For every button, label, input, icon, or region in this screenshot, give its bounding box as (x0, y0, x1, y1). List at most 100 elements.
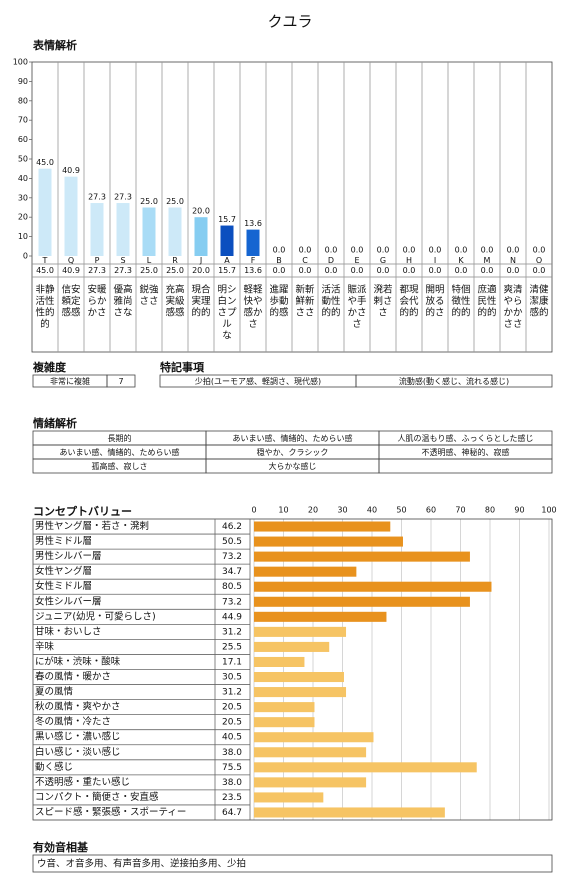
table-value: 0.0 (325, 266, 338, 275)
category-label: 夏の風情 (35, 686, 74, 698)
category-label: ささ (295, 308, 314, 319)
category-label: 性的 (35, 307, 54, 319)
table-value: 25.0 (166, 266, 184, 275)
table-value: 27.3 (114, 266, 132, 275)
category-label: 感感 (165, 307, 185, 319)
category-code: N (510, 256, 516, 265)
bar (38, 168, 52, 256)
table-value: 0.0 (533, 266, 546, 275)
category-label: さな (113, 308, 132, 319)
bar (254, 551, 470, 562)
category-label: 的感 (269, 307, 289, 319)
section-title: コンセプトバリュー (33, 504, 132, 518)
category-label: 徴性 (451, 295, 471, 307)
note-item: 少拍(ユーモア感、軽調さ、現代感) (195, 376, 321, 386)
bar-value-label: 0.0 (429, 246, 442, 255)
bar (254, 596, 470, 607)
value-label: 50.5 (222, 537, 242, 547)
table-cell (355, 374, 553, 388)
table-value: 45.0 (36, 266, 54, 275)
bar (220, 225, 234, 256)
bar-value-label: 0.0 (273, 246, 286, 255)
category-label: 爽清 (503, 284, 523, 296)
bar-value-label: 0.0 (351, 246, 364, 255)
section-title: 有効音相基 (33, 840, 89, 854)
bar (254, 792, 324, 803)
y-tick-label: 10 (18, 232, 28, 241)
table-value: 13.6 (244, 266, 262, 275)
category-label: 清健 (529, 284, 549, 296)
bar (254, 732, 374, 743)
bar (254, 611, 387, 622)
table-value: 0.0 (299, 266, 312, 275)
category-code: T (42, 256, 48, 265)
category-label: 春の風情・暖かさ (35, 671, 111, 683)
category-label: 賑派 (347, 285, 367, 296)
value-label: 31.2 (222, 688, 242, 698)
category-label: 鮮新 (295, 295, 315, 307)
category-label: ジュニア(幼児・可愛らしさ) (35, 610, 156, 622)
table-value: 0.0 (429, 266, 442, 275)
category-label: にが味・渋味・酸味 (35, 655, 121, 667)
value-label: 75.5 (222, 763, 242, 773)
bar (194, 217, 208, 256)
category-code: Q (68, 256, 74, 265)
category-label: ささ (139, 296, 158, 307)
bar-value-label: 0.0 (403, 246, 416, 255)
category-label: や手 (347, 295, 367, 307)
bar-value-label: 0.0 (507, 246, 520, 255)
category-code: F (251, 256, 256, 265)
value-label: 20.5 (222, 718, 242, 728)
bar (254, 656, 305, 667)
value-label: 23.5 (222, 793, 242, 803)
y-tick-label: 90 (18, 77, 28, 86)
category-label: 動性 (321, 295, 341, 307)
bar-value-label: 0.0 (533, 246, 546, 255)
category-label: 放る (425, 295, 444, 307)
category-label: 動く感じ (35, 761, 73, 773)
category-label: さ (378, 308, 388, 319)
category-label: かか (503, 308, 523, 319)
category-label: やら (503, 296, 522, 307)
table-value: 40.9 (62, 266, 80, 275)
category-code: E (354, 256, 359, 265)
emotion-item: 人肌の温もり感、ふっくらとした感じ (398, 433, 534, 443)
bar (254, 536, 403, 547)
y-tick-label: 50 (18, 155, 28, 164)
table-cell (106, 374, 136, 388)
value-label: 80.5 (222, 582, 242, 592)
bar (254, 672, 344, 683)
table-value: 0.0 (455, 266, 468, 275)
x-tick-label: 90 (514, 506, 524, 515)
category-label: 女性シルバー層 (35, 595, 102, 607)
bar-value-label: 25.0 (140, 197, 158, 206)
category-label: 歩動 (269, 295, 288, 307)
category-label: 充高 (165, 284, 184, 296)
bar (254, 566, 357, 577)
bar (254, 777, 367, 788)
section-title: 情緒解析 (33, 416, 77, 430)
table-value: 25.0 (140, 266, 158, 275)
category-label: 不透明感・重たい感じ (35, 776, 130, 788)
category-label: 実級 (165, 295, 185, 307)
x-tick-label: 60 (426, 506, 436, 515)
bar (254, 702, 315, 713)
category-code: S (120, 256, 125, 265)
bar-value-label: 0.0 (325, 246, 338, 255)
category-code: C (302, 256, 308, 265)
bar-value-label: 27.3 (114, 193, 132, 202)
bar-value-label: 25.0 (166, 197, 184, 206)
bar (254, 581, 492, 592)
table-cell (378, 458, 553, 474)
table-value: 0.0 (403, 266, 416, 275)
bar (64, 176, 78, 256)
y-tick-label: 40 (18, 174, 28, 183)
value-label: 64.7 (222, 808, 242, 818)
bar (116, 203, 130, 256)
bar (254, 807, 445, 818)
x-tick-label: 20 (308, 506, 318, 515)
category-label: 男性シルバー層 (35, 550, 102, 562)
category-code: J (199, 256, 202, 265)
emotion-item: 孤高感、寂しさ (92, 461, 148, 471)
category-label: かさ (347, 308, 366, 319)
